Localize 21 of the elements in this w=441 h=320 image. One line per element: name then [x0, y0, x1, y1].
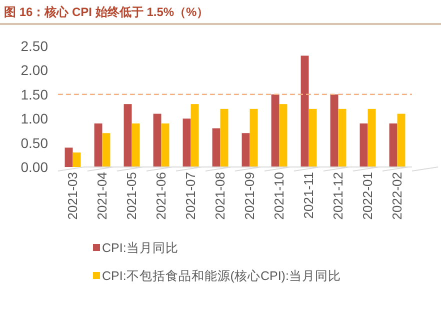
- x-tick-label: 2021-05: [124, 172, 139, 220]
- x-tick-label: 2021-08: [212, 172, 228, 220]
- y-tick-label: 0.00: [20, 159, 48, 175]
- x-tick-label: 2022-02: [389, 172, 404, 220]
- x-tick-label: 2021-06: [153, 172, 168, 220]
- x-tick-label: 2021-10: [271, 172, 286, 220]
- y-tick-label: 1.50: [20, 86, 48, 102]
- x-tick-label: 2021-04: [94, 172, 110, 220]
- x-tick-label: 2022-01: [360, 172, 375, 220]
- legend-label: CPI:不包括食品和能源(核心CPI):当月同比: [102, 268, 341, 283]
- y-tick-label: 1.00: [20, 110, 48, 127]
- x-tick-label: 2021-11: [300, 172, 316, 219]
- y-tick-label: 0.50: [20, 134, 48, 151]
- title: 图 16：核心 CPI 始终低于 1.5%（%）: [4, 5, 209, 19]
- legend-label: CPI:当月同比: [102, 241, 178, 255]
- y-tick-label: 2.00: [20, 62, 48, 78]
- x-tick-label: 2021-12: [330, 172, 346, 220]
- x-tick-label: 2021-03: [64, 172, 80, 220]
- x-tick-label: 2021-09: [242, 172, 257, 220]
- y-tick-label: 2.50: [20, 38, 48, 54]
- x-tick-label: 2021-07: [182, 172, 198, 220]
